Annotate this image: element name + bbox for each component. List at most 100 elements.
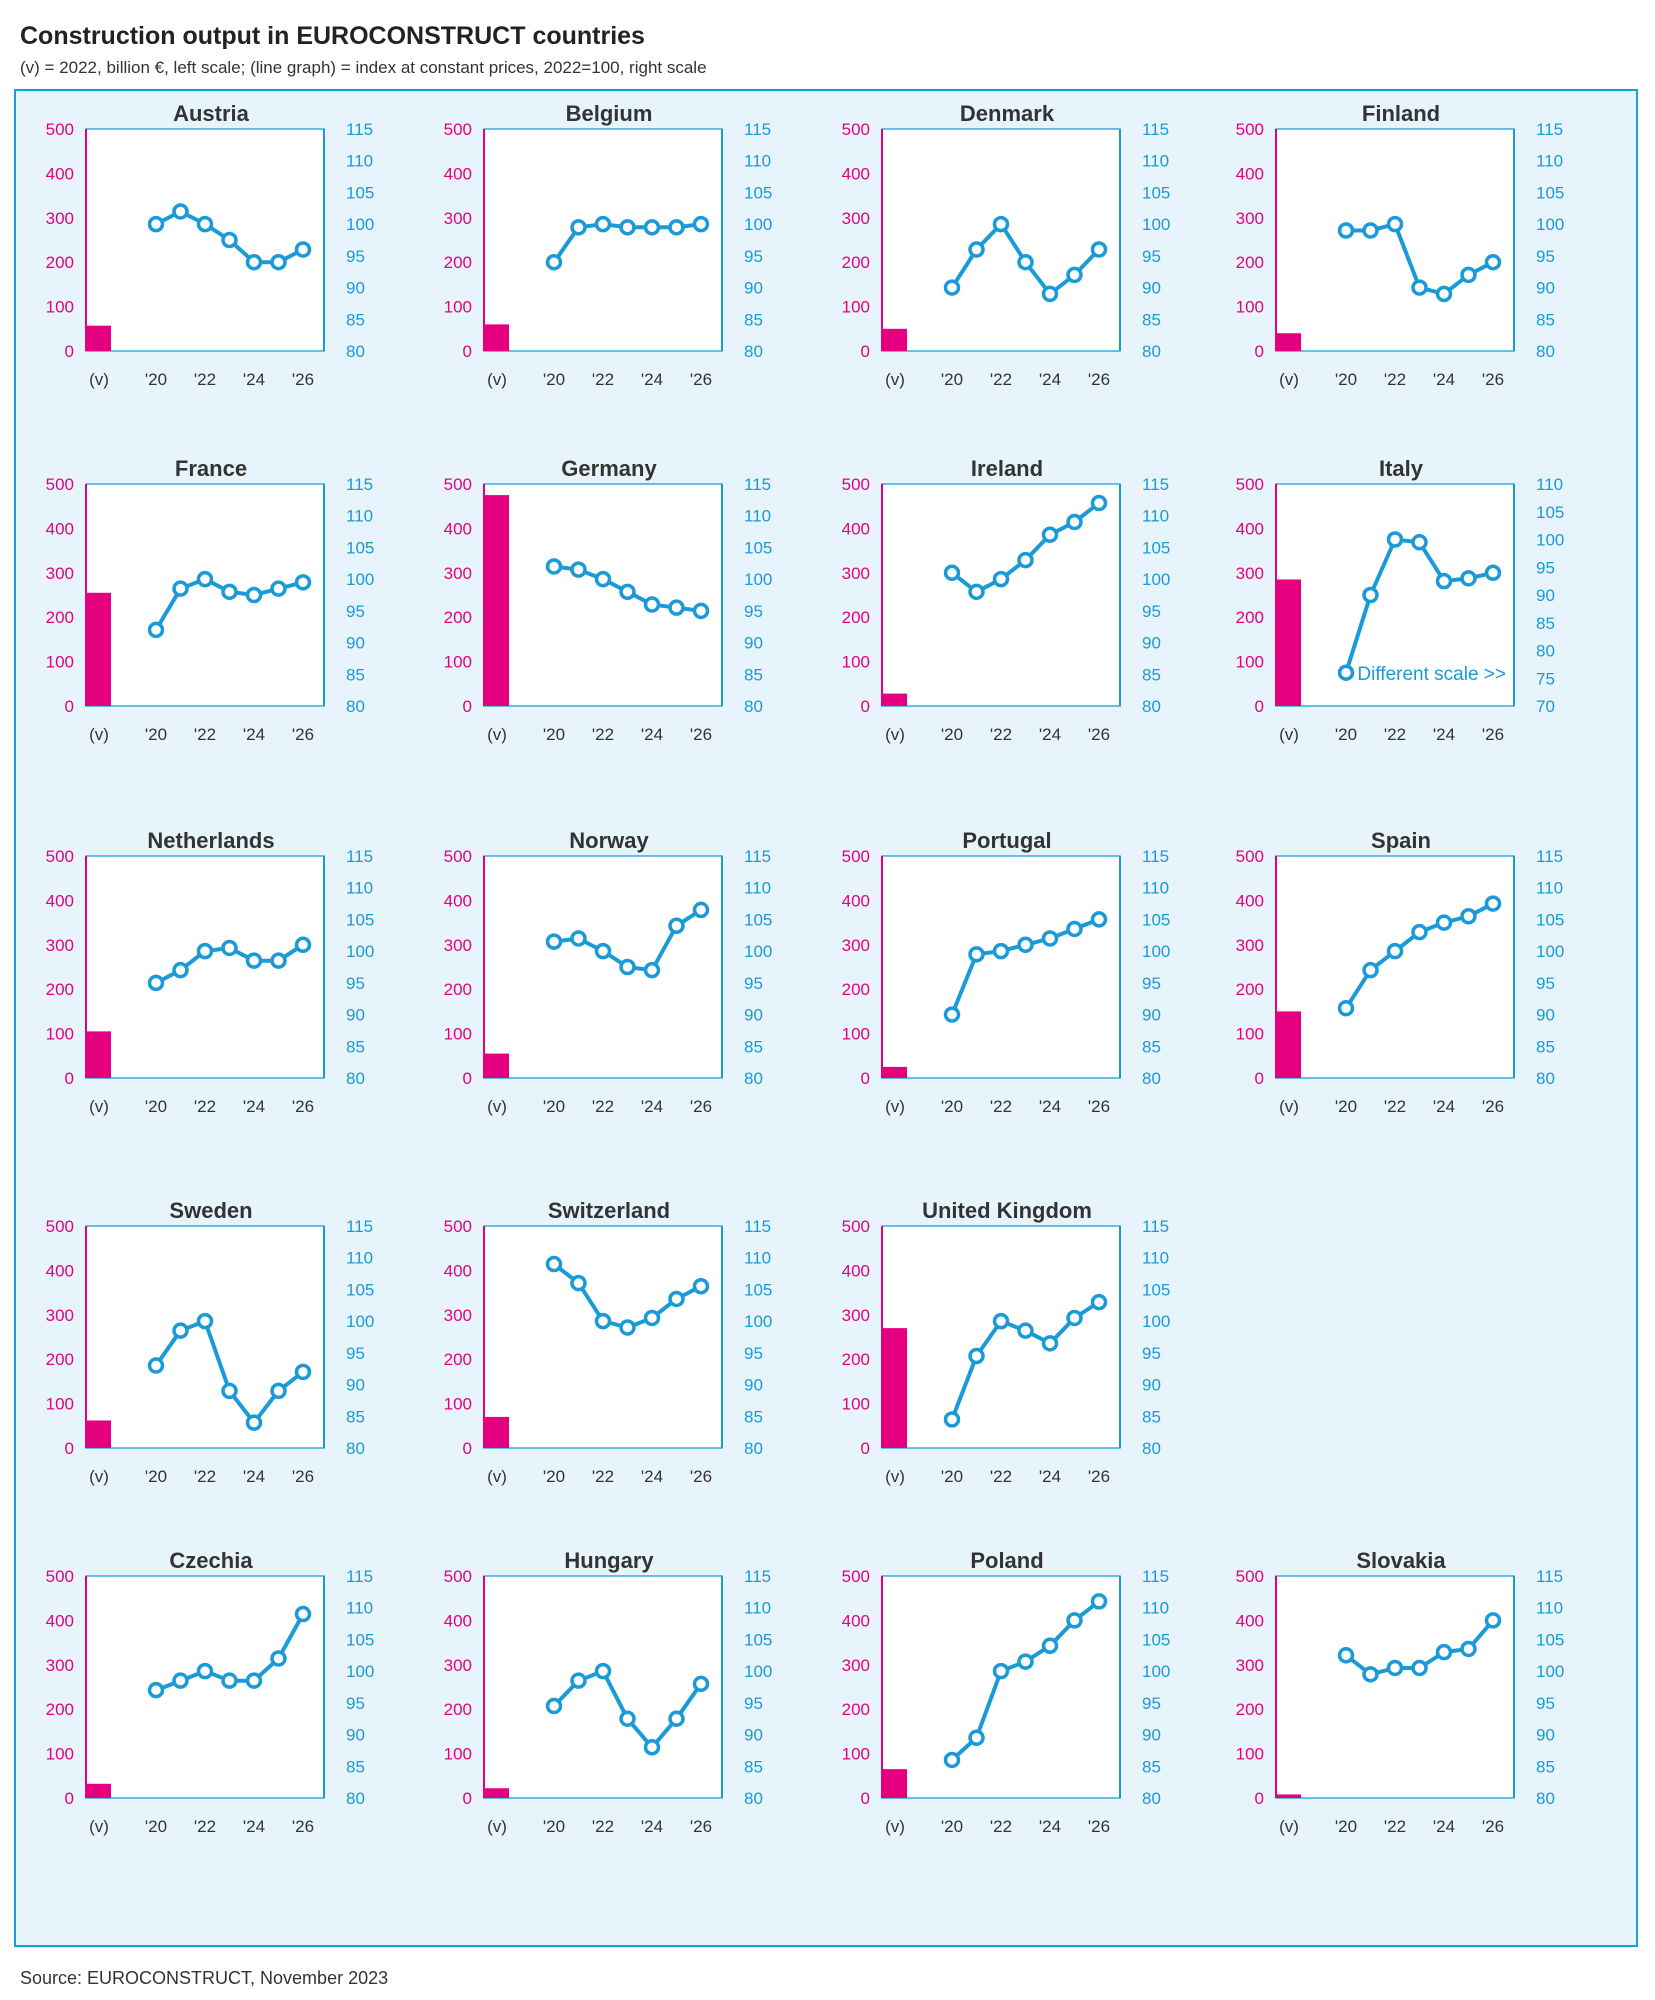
- plot-area-portugal: [881, 855, 1121, 1079]
- right-tick-label: 110: [1536, 475, 1563, 494]
- index-point: [545, 558, 563, 575]
- bar-czechia: [87, 1783, 111, 1798]
- index-point: [270, 1382, 287, 1400]
- left-tick-label: 100: [842, 653, 870, 672]
- index-point: [1337, 664, 1355, 681]
- right-tick-label: 95: [744, 247, 763, 266]
- x-tick-label: '20: [543, 1097, 565, 1116]
- right-tick-label: 90: [346, 1726, 365, 1745]
- left-tick-label: 200: [842, 980, 870, 999]
- index-point: [1066, 266, 1083, 284]
- right-tick-label: 100: [346, 570, 374, 589]
- index-point: [172, 203, 189, 220]
- left-tick-label: 500: [1236, 475, 1264, 494]
- index-point: [968, 241, 985, 258]
- index-point: [1435, 285, 1453, 303]
- index-point: [1362, 586, 1379, 604]
- x-tick-label: '24: [641, 1097, 663, 1116]
- index-point: [619, 1319, 636, 1336]
- left-tick-label: 200: [444, 1700, 472, 1719]
- index-point: [294, 1605, 312, 1623]
- bar-hungary: [485, 1788, 509, 1798]
- index-point: [692, 215, 710, 233]
- index-point: [1460, 570, 1477, 587]
- x-tick-label: '22: [1384, 370, 1406, 389]
- right-tick-label: 90: [1536, 1726, 1555, 1745]
- right-tick-label: 90: [1536, 279, 1555, 298]
- left-tick-label: 100: [1236, 298, 1264, 317]
- chart-belgium: Belgium 0 100 200 300 400 500 80 85 90 95 100 105 110…: [444, 101, 773, 389]
- left-tick-label: 500: [46, 847, 74, 866]
- bar-ireland: [883, 693, 907, 706]
- right-tick-label: 80: [1536, 1069, 1555, 1088]
- index-point: [245, 253, 263, 271]
- right-tick-label: 110: [1142, 1599, 1169, 1618]
- right-tick-label: 115: [346, 847, 373, 866]
- left-tick-label: 400: [842, 1261, 870, 1280]
- left-tick-label: 300: [46, 209, 74, 228]
- index-point: [943, 1006, 961, 1023]
- index-point: [1090, 494, 1108, 512]
- chart-title-austria: Austria: [173, 101, 250, 126]
- plot-area-switzerland: [483, 1225, 723, 1449]
- index-point: [992, 1312, 1010, 1330]
- index-point: [643, 219, 661, 236]
- left-tick-label: 300: [1236, 564, 1264, 583]
- plot-area-czechia: [85, 1575, 325, 1799]
- index-point: [172, 1672, 189, 1689]
- index-point: [1066, 1309, 1083, 1327]
- index-point: [147, 1357, 165, 1374]
- right-tick-label: 85: [1142, 1407, 1161, 1426]
- charts-panel: Austria 0 100 200 300 400 500 80 85 90 95 100 105 110…: [14, 89, 1638, 1947]
- right-tick-label: 115: [346, 1567, 373, 1586]
- right-tick-label: 85: [744, 665, 763, 684]
- index-point: [1041, 285, 1059, 303]
- bar-spain: [1277, 1011, 1301, 1078]
- x-tick-label: '20: [543, 370, 565, 389]
- right-tick-label: 80: [1142, 1069, 1161, 1088]
- bar-label: (v): [487, 1467, 507, 1486]
- chart-title-poland: Poland: [970, 1548, 1043, 1573]
- right-tick-label: 85: [744, 1037, 763, 1056]
- small-multiples-grid: Austria 0 100 200 300 400 500 80 85 90 95 100 105 110…: [46, 101, 1565, 1836]
- index-point: [1484, 895, 1502, 912]
- bar-finland: [1277, 333, 1301, 351]
- left-tick-label: 400: [444, 519, 472, 538]
- right-tick-label: 90: [744, 279, 763, 298]
- right-tick-label: 105: [1536, 183, 1564, 202]
- chart-czechia: Czechia 0 100 200 300 400 500 80 85 90 95 100 105 110…: [46, 1548, 375, 1836]
- x-tick-label: '20: [1335, 1097, 1357, 1116]
- left-tick-label: 400: [46, 519, 74, 538]
- index-point: [1435, 1643, 1453, 1661]
- index-point: [643, 1739, 661, 1756]
- index-point: [943, 1411, 961, 1428]
- index-point: [692, 1675, 710, 1693]
- index-point: [294, 936, 312, 954]
- right-tick-label: 115: [1536, 1567, 1563, 1586]
- left-tick-label: 0: [861, 1069, 870, 1088]
- right-tick-label: 105: [1142, 910, 1170, 929]
- right-tick-label: 85: [1142, 665, 1161, 684]
- left-tick-label: 0: [463, 1439, 472, 1458]
- bar-label: (v): [1279, 725, 1299, 744]
- right-tick-label: 90: [1142, 1006, 1161, 1025]
- x-tick-label: '26: [1482, 370, 1504, 389]
- left-tick-label: 200: [1236, 1700, 1264, 1719]
- index-point: [570, 1274, 587, 1292]
- plot-area-austria: [85, 128, 325, 352]
- right-tick-label: 80: [346, 342, 365, 361]
- index-point: [992, 1662, 1010, 1680]
- x-tick-label: '22: [194, 1817, 216, 1836]
- left-tick-label: 500: [46, 475, 74, 494]
- x-tick-label: '20: [941, 1097, 963, 1116]
- x-tick-label: '20: [941, 1467, 963, 1486]
- left-tick-label: 400: [444, 1611, 472, 1630]
- index-point: [172, 961, 189, 979]
- right-tick-label: 110: [346, 507, 373, 526]
- index-point: [1386, 1659, 1404, 1677]
- right-tick-label: 90: [1536, 586, 1555, 605]
- right-tick-label: 110: [1536, 1599, 1563, 1618]
- left-tick-label: 500: [842, 847, 870, 866]
- right-tick-label: 110: [1142, 152, 1169, 171]
- chart-france: France 0 100 200 300 400 500 80 85 90 95 100 105 110 1…: [46, 456, 375, 744]
